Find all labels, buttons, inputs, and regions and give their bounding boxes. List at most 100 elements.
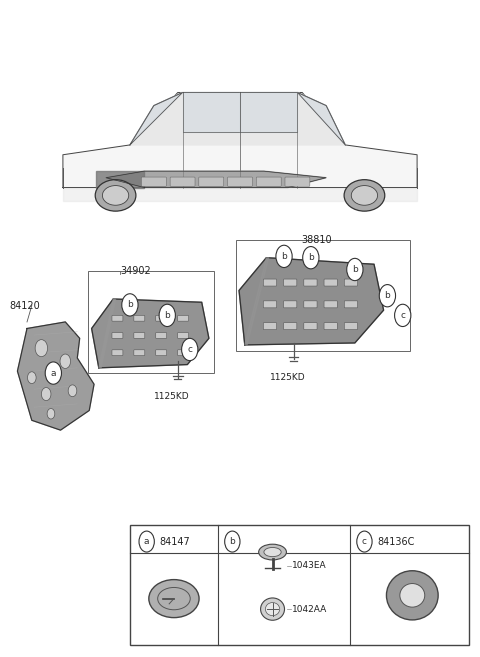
FancyBboxPatch shape (324, 279, 337, 286)
Ellipse shape (264, 547, 281, 556)
FancyBboxPatch shape (199, 177, 224, 186)
FancyBboxPatch shape (264, 301, 276, 308)
Polygon shape (240, 93, 298, 132)
Text: 1125KD: 1125KD (154, 392, 190, 401)
FancyBboxPatch shape (142, 177, 166, 186)
Text: c: c (362, 537, 367, 546)
FancyBboxPatch shape (285, 177, 310, 186)
FancyBboxPatch shape (344, 279, 358, 286)
FancyBboxPatch shape (178, 332, 189, 338)
Bar (236, 240, 410, 351)
Ellipse shape (400, 583, 425, 607)
Text: 38810: 38810 (301, 235, 332, 245)
Text: 84120: 84120 (9, 300, 40, 311)
Ellipse shape (149, 579, 199, 618)
Bar (88, 271, 214, 373)
Circle shape (159, 304, 175, 327)
Ellipse shape (259, 544, 287, 560)
FancyBboxPatch shape (178, 315, 189, 321)
FancyBboxPatch shape (156, 332, 167, 338)
Polygon shape (130, 93, 345, 145)
Circle shape (347, 258, 363, 281)
Ellipse shape (265, 602, 280, 616)
Ellipse shape (95, 179, 136, 211)
FancyBboxPatch shape (156, 350, 167, 355)
Text: b: b (352, 265, 358, 274)
Circle shape (122, 294, 138, 316)
Circle shape (225, 531, 240, 552)
Text: b: b (308, 253, 314, 262)
Polygon shape (130, 93, 182, 145)
FancyBboxPatch shape (284, 279, 297, 286)
Text: b: b (281, 252, 287, 261)
FancyBboxPatch shape (170, 177, 195, 186)
Polygon shape (92, 299, 209, 368)
Polygon shape (99, 299, 116, 368)
FancyBboxPatch shape (324, 323, 337, 330)
FancyBboxPatch shape (134, 332, 145, 338)
Polygon shape (63, 187, 417, 200)
FancyBboxPatch shape (284, 301, 297, 308)
FancyBboxPatch shape (256, 177, 281, 186)
FancyBboxPatch shape (264, 279, 276, 286)
Text: b: b (164, 311, 170, 320)
FancyBboxPatch shape (304, 323, 317, 330)
FancyBboxPatch shape (344, 301, 358, 308)
Circle shape (357, 531, 372, 552)
Text: 1043EA: 1043EA (292, 561, 326, 570)
Text: b: b (384, 291, 390, 300)
FancyBboxPatch shape (304, 301, 317, 308)
Text: 84147: 84147 (159, 537, 191, 547)
FancyBboxPatch shape (324, 301, 337, 308)
FancyBboxPatch shape (178, 350, 189, 355)
Text: c: c (187, 345, 192, 354)
Text: a: a (144, 537, 149, 546)
FancyBboxPatch shape (134, 350, 145, 355)
Circle shape (68, 385, 77, 397)
Text: 84136C: 84136C (378, 537, 415, 547)
Polygon shape (63, 93, 417, 187)
Text: 1042AA: 1042AA (292, 604, 327, 614)
FancyBboxPatch shape (284, 323, 297, 330)
Circle shape (60, 354, 71, 369)
FancyBboxPatch shape (112, 350, 123, 355)
Ellipse shape (344, 179, 385, 211)
Circle shape (45, 362, 61, 384)
Polygon shape (17, 322, 94, 430)
Polygon shape (298, 93, 345, 145)
Circle shape (181, 338, 198, 361)
FancyBboxPatch shape (344, 323, 358, 330)
Text: b: b (229, 537, 235, 546)
Text: c: c (400, 311, 405, 320)
Circle shape (47, 409, 55, 419)
Polygon shape (245, 258, 269, 345)
Bar (130, 525, 469, 645)
FancyBboxPatch shape (304, 279, 317, 286)
Circle shape (27, 372, 36, 384)
FancyBboxPatch shape (112, 332, 123, 338)
Polygon shape (106, 171, 326, 187)
Ellipse shape (261, 598, 285, 620)
Polygon shape (182, 93, 240, 132)
Text: a: a (50, 369, 56, 378)
Polygon shape (239, 258, 384, 345)
Text: 1125KD: 1125KD (270, 373, 306, 382)
Polygon shape (96, 171, 144, 187)
Ellipse shape (351, 185, 378, 205)
Text: 34902: 34902 (120, 266, 151, 276)
Circle shape (379, 284, 396, 307)
Circle shape (139, 531, 155, 552)
Circle shape (303, 246, 319, 269)
FancyBboxPatch shape (112, 315, 123, 321)
Ellipse shape (102, 185, 129, 205)
FancyBboxPatch shape (264, 323, 276, 330)
Text: b: b (127, 300, 133, 309)
Ellipse shape (386, 571, 438, 620)
Circle shape (35, 340, 48, 357)
FancyBboxPatch shape (156, 315, 167, 321)
Circle shape (41, 388, 51, 401)
FancyBboxPatch shape (228, 177, 252, 186)
Circle shape (395, 304, 411, 327)
FancyBboxPatch shape (134, 315, 145, 321)
Circle shape (276, 245, 292, 267)
